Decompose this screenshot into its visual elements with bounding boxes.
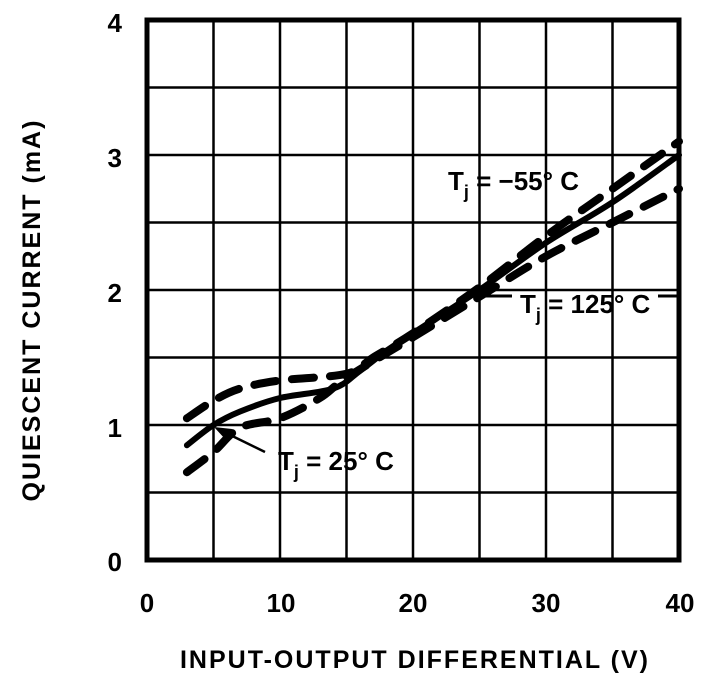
x-tick-label: 30 [532,588,561,618]
svg-text:Tj = −55° C: Tj = −55° C [448,166,579,202]
y-tick-label: 0 [108,547,122,577]
annotation-25: Tj = 25° C [214,427,394,482]
x-axis-ticks: 0 10 20 30 40 [140,588,695,618]
arrowhead-icon [214,427,232,440]
plot-frame [144,17,682,563]
y-tick-label: 3 [108,143,122,173]
x-axis-title: INPUT-OUTPUT DIFFERENTIAL (V) [180,646,650,674]
x-tick-label: 20 [399,588,428,618]
svg-text:Tj = 25° C: Tj = 25° C [278,446,394,482]
annotation-125: Tj = 125° C [478,289,678,325]
x-tick-label: 0 [140,588,154,618]
y-tick-label: 4 [108,8,123,38]
annotation-m55: Tj = −55° C [448,166,579,202]
series-line-tj-55-c [182,137,683,423]
y-axis-title: QUIESCENT CURRENT (mA) [18,119,46,502]
x-tick-label: 10 [267,588,296,618]
y-tick-label: 1 [108,413,122,443]
y-tick-label: 2 [108,278,122,308]
y-axis-ticks: 0 1 2 3 4 [108,8,123,577]
series-group [182,137,683,477]
series-line-tj-125-c [182,184,683,477]
x-tick-label: 40 [666,588,695,618]
svg-text:Tj = 125° C: Tj = 125° C [520,289,651,325]
